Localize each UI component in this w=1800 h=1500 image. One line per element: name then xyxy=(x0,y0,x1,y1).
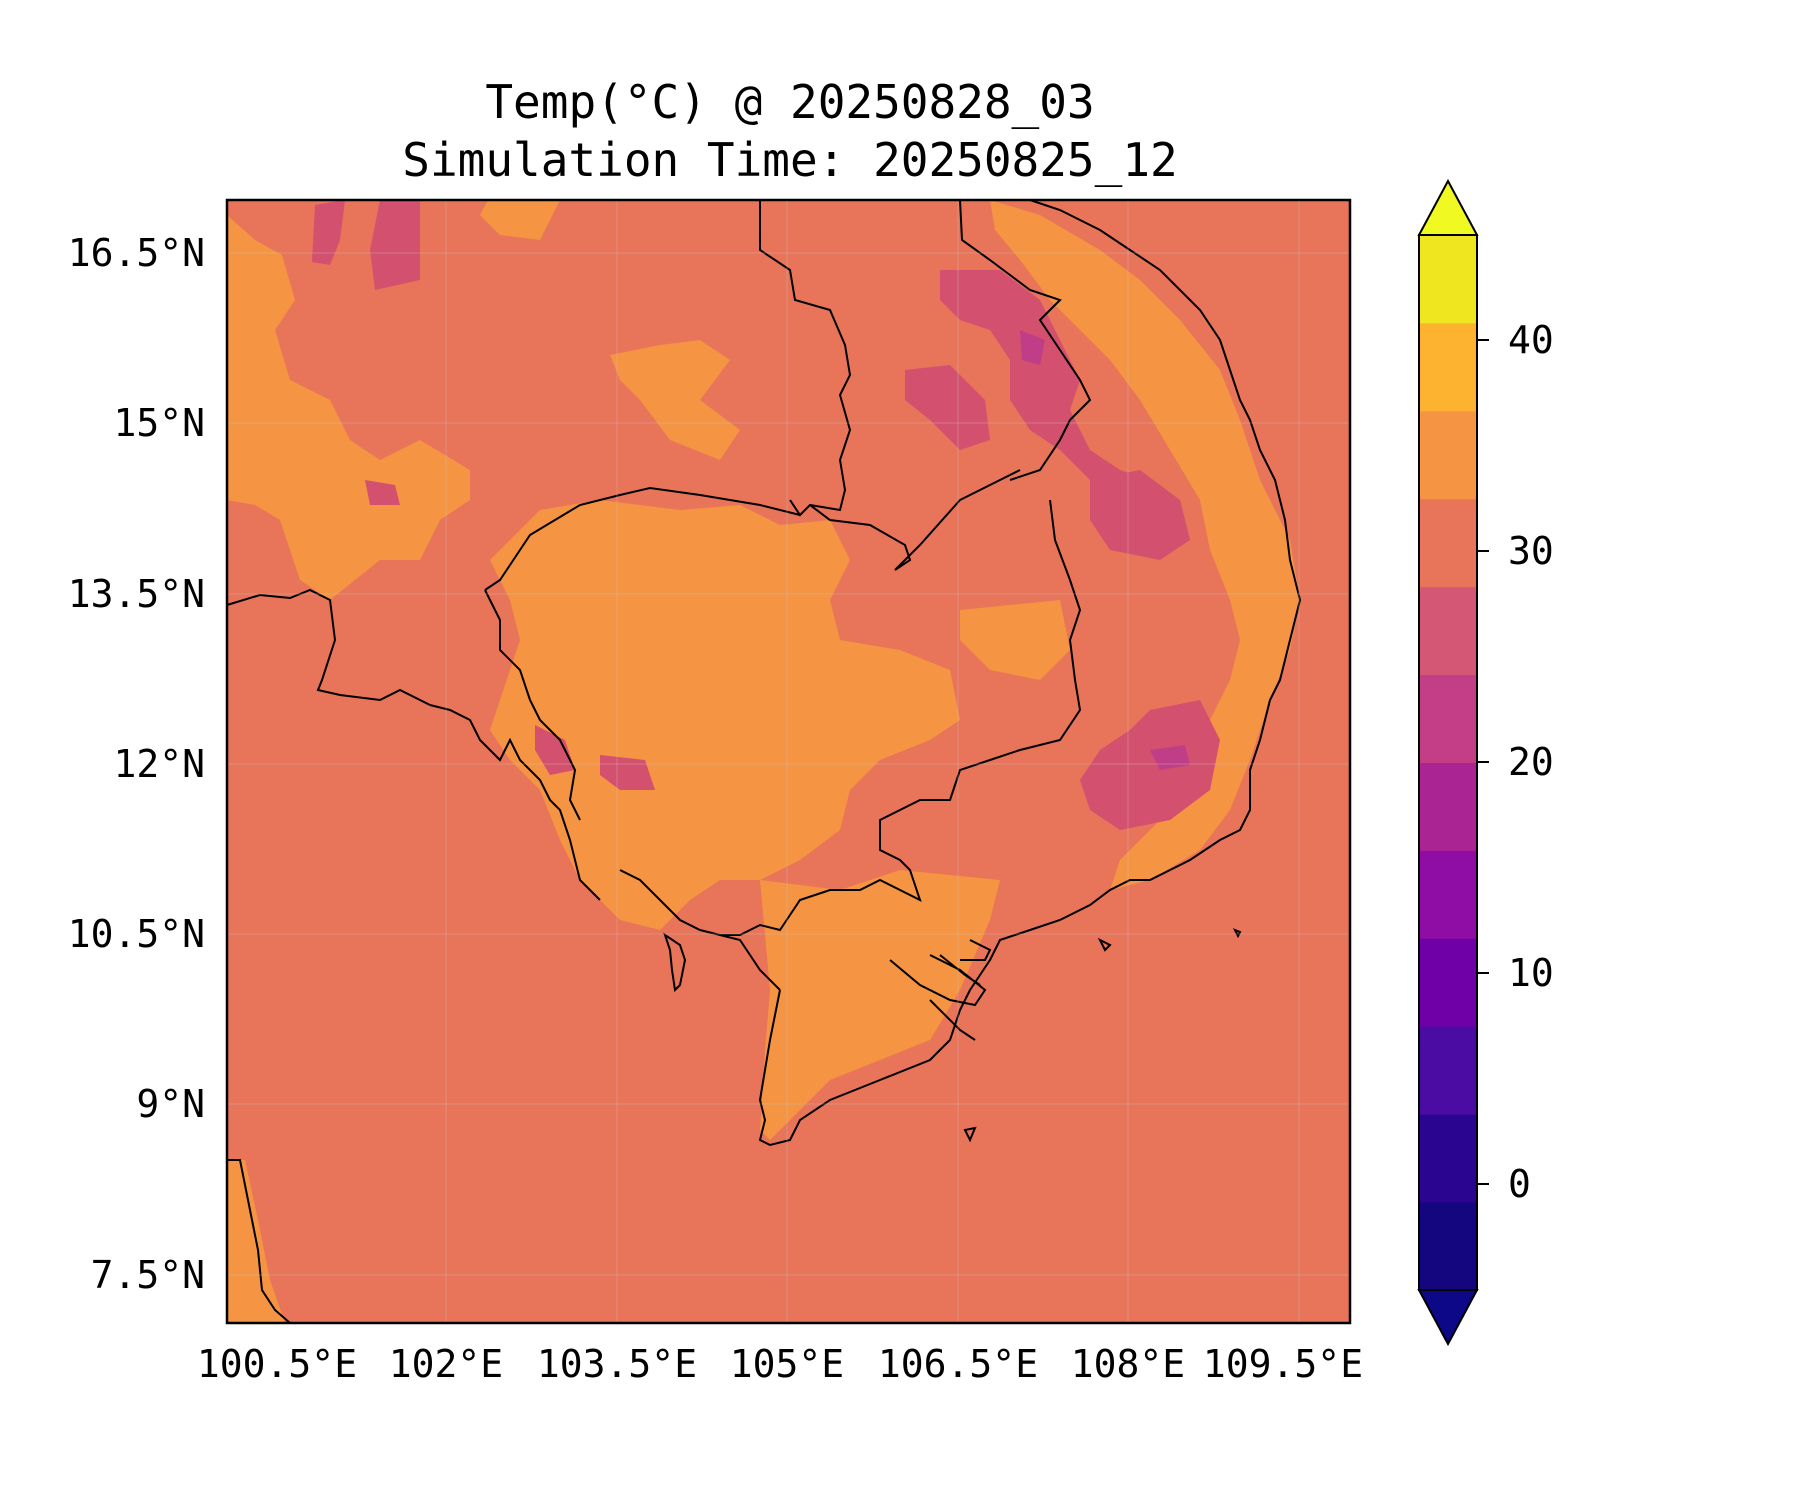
warm-region-thailand xyxy=(227,215,470,600)
colorbar-bin xyxy=(1419,322,1477,412)
cool-patch-8 xyxy=(535,725,575,775)
warm-region-cambodia-east xyxy=(960,600,1070,680)
warm-region-layer xyxy=(227,200,1300,1323)
warm-region-vietnam-coast xyxy=(990,200,1300,890)
map-title: Temp(°C) @ 20250828_03 xyxy=(485,75,1095,129)
phu-quoc-island xyxy=(663,932,687,993)
y-tick-label: 15°N xyxy=(113,401,205,445)
colorbar-bin xyxy=(1419,235,1477,324)
colorbar-bin xyxy=(1419,674,1477,763)
cool-patch-2 xyxy=(370,200,420,290)
y-tick-label: 9°N xyxy=(136,1082,205,1126)
gulf-coast-thailand xyxy=(429,704,601,901)
coolest-patch-2 xyxy=(1150,745,1190,770)
colorbar-bin xyxy=(1419,938,1477,1027)
colorbar-tick-label: 20 xyxy=(1508,740,1554,784)
gulf-coast-cambodia xyxy=(619,869,781,991)
colorbar-bin xyxy=(1419,586,1477,676)
cambodia-north-border xyxy=(484,486,801,591)
x-tick-label: 105°E xyxy=(730,1342,844,1386)
cool-patch-6 xyxy=(1080,700,1220,830)
colorbar-bin xyxy=(1419,1026,1477,1115)
y-tick-label: 13.5°N xyxy=(68,572,205,616)
x-tick-label: 103.5°E xyxy=(537,1342,697,1386)
cool-patch-7 xyxy=(365,480,400,505)
warm-region-mekong-delta xyxy=(760,870,1000,1140)
thailand-west-border xyxy=(226,588,431,706)
cool-patch-1 xyxy=(312,200,345,265)
thailand-cambodia-border xyxy=(484,589,581,821)
map-subtitle: Simulation Time: 20250825_12 xyxy=(402,133,1178,187)
warm-region-cambodia xyxy=(490,500,960,930)
x-tick-label: 106.5°E xyxy=(878,1342,1038,1386)
warm-region-laos-plateau xyxy=(610,340,740,460)
y-tick-label: 16.5°N xyxy=(68,231,205,275)
gridlines xyxy=(227,200,1350,1323)
colorbar-tick-label: 10 xyxy=(1508,951,1554,995)
colorbar-tick-label: 0 xyxy=(1508,1162,1531,1206)
colorbar-over-arrow xyxy=(1417,178,1479,236)
y-tick-label: 7.5°N xyxy=(91,1253,205,1297)
colorbar-tick-label: 40 xyxy=(1508,318,1554,362)
colorbar-bins xyxy=(1419,235,1477,1291)
laos-vietnam-border xyxy=(959,199,1092,481)
map-frame xyxy=(225,198,1352,1325)
y-axis-labels: 16.5°N 15°N 13.5°N 12°N 10.5°N 9°N 7.5°N xyxy=(68,231,205,1297)
cool-patch-9 xyxy=(600,755,655,790)
delta-channels xyxy=(889,939,992,1041)
colorbar-bin xyxy=(1419,498,1477,588)
warm-region-thailand-north xyxy=(480,200,560,240)
y-tick-label: 12°N xyxy=(113,742,205,786)
x-tick-label: 102°E xyxy=(389,1342,503,1386)
colorbar-ticks xyxy=(1477,339,1489,1185)
mekong-delta-coast xyxy=(758,989,971,1147)
islands-small xyxy=(963,928,1242,1143)
colorbar-labels: 40 30 20 10 0 xyxy=(1508,318,1554,1206)
colorbar-bin xyxy=(1419,850,1477,939)
borders-coastlines xyxy=(226,199,1302,1324)
cambodia-laos-border xyxy=(809,469,1021,571)
y-tick-label: 10.5°N xyxy=(68,912,205,956)
coolest-region-layer xyxy=(1020,330,1190,770)
cool-region-layer xyxy=(312,200,1220,830)
colorbar-bin xyxy=(1419,410,1477,500)
laos-west-border xyxy=(759,200,852,517)
x-tick-label: 109.5°E xyxy=(1203,1342,1363,1386)
colorbar-tick-label: 30 xyxy=(1508,529,1554,573)
vietnam-south-coast xyxy=(969,199,1302,991)
colorbar: 40 30 20 10 0 xyxy=(1417,178,1554,1347)
coolest-patch-1 xyxy=(1020,330,1045,365)
cambodia-vietnam-border xyxy=(720,499,1082,936)
cool-patch-4 xyxy=(905,365,990,450)
colorbar-bin xyxy=(1419,1202,1477,1291)
x-axis-labels: 100.5°E 102°E 103.5°E 105°E 106.5°E 108°… xyxy=(197,1342,1363,1386)
x-tick-label: 100.5°E xyxy=(197,1342,357,1386)
colorbar-bin xyxy=(1419,1114,1477,1203)
x-tick-label: 108°E xyxy=(1071,1342,1185,1386)
colorbar-bin xyxy=(1419,762,1477,851)
cool-patch-5 xyxy=(1090,470,1190,560)
colorbar-under-arrow xyxy=(1417,1289,1479,1347)
malay-coast xyxy=(227,1159,291,1324)
